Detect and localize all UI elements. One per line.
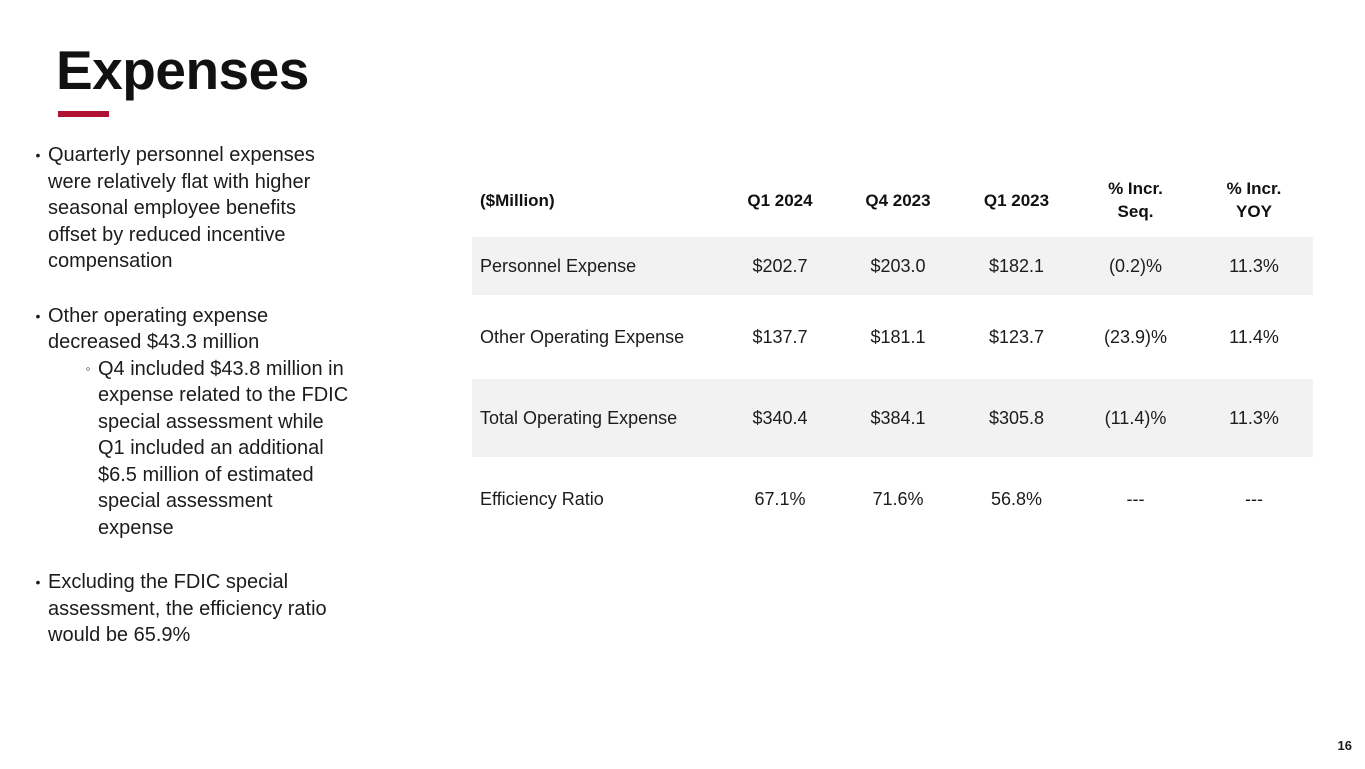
cell-q1-2024: $340.4 bbox=[752, 407, 808, 428]
header-cell-q1-2024: Q1 2024 bbox=[747, 191, 813, 210]
bullet-text: Excluding the FDIC special assessment, t… bbox=[48, 571, 327, 646]
cell-incr-seq: (23.9)% bbox=[1103, 326, 1168, 347]
cell-q1-2023: $182.1 bbox=[988, 255, 1045, 276]
bullet-item-personnel-expenses: • Quarterly personnel expenses were rela… bbox=[28, 142, 400, 275]
header-cell-incr-seq-label: % Incr. Seq. bbox=[1108, 179, 1163, 221]
cell-incr-yoy: 11.4% bbox=[1229, 326, 1279, 347]
bullet-item-other-operating-expense: • Other operating expense decreased $43.… bbox=[28, 303, 400, 356]
bullet-text: Other operating expense decreased $43.3 … bbox=[48, 304, 269, 354]
bullet-list: • Quarterly personnel expenses were rela… bbox=[28, 142, 400, 677]
header-cell-q4-2023: Q4 2023 bbox=[865, 191, 931, 210]
cell-incr-seq: (0.2)% bbox=[1108, 255, 1162, 276]
table-row-personnel-expense: Personnel Expense $202.7 $203.0 $182.1 (… bbox=[472, 237, 1313, 295]
cell-q1-2024: $202.7 bbox=[752, 255, 808, 276]
bullet-icon: • bbox=[35, 147, 41, 163]
cell-q1-2023: $123.7 bbox=[988, 326, 1045, 347]
header-cell-q1-2023: Q1 2023 bbox=[983, 191, 1050, 210]
cell-q4-2023: $181.1 bbox=[870, 326, 926, 347]
cell-incr-yoy: --- bbox=[1245, 488, 1263, 509]
cell-q4-2023: $384.1 bbox=[870, 407, 926, 428]
row-label: Total Operating Expense bbox=[480, 407, 678, 428]
page-title: Expenses bbox=[56, 39, 309, 101]
title-accent-bar bbox=[58, 111, 109, 117]
sub-bullet-icon: ◦ bbox=[85, 360, 91, 376]
header-cell-incr-yoy: % Incr. YOY bbox=[1195, 165, 1313, 237]
expense-table-container: ($Million) Q1 2024 Q4 2023 Q1 2023 % Inc… bbox=[472, 165, 1313, 541]
page-number: 16 bbox=[1337, 738, 1352, 753]
cell-incr-yoy: 11.3% bbox=[1229, 255, 1279, 276]
bullet-icon: • bbox=[35, 574, 41, 590]
table-row-efficiency-ratio: Efficiency Ratio 67.1% 71.6% 56.8% --- -… bbox=[472, 457, 1313, 541]
bullet-text: Quarterly personnel expenses were relati… bbox=[48, 144, 315, 272]
table-row-total-operating-expense: Total Operating Expense $340.4 $384.1 $3… bbox=[472, 379, 1313, 457]
bullet-item-efficiency-ratio-note: • Excluding the FDIC special assessment,… bbox=[28, 569, 400, 649]
row-label: Other Operating Expense bbox=[480, 326, 685, 347]
bullet-icon: • bbox=[35, 307, 41, 324]
header-cell-unit: ($Million) bbox=[480, 191, 555, 210]
cell-q4-2023: $203.0 bbox=[870, 255, 926, 276]
cell-incr-seq: (11.4)% bbox=[1104, 407, 1167, 428]
header-cell-incr-seq: % Incr. Seq. bbox=[1076, 165, 1195, 237]
table-row-other-operating-expense: Other Operating Expense $137.7 $181.1 $1… bbox=[472, 295, 1313, 379]
table-header-row: ($Million) Q1 2024 Q4 2023 Q1 2023 % Inc… bbox=[472, 165, 1313, 237]
cell-q1-2024: 67.1% bbox=[754, 488, 806, 509]
cell-incr-seq: --- bbox=[1126, 488, 1145, 509]
expense-table: ($Million) Q1 2024 Q4 2023 Q1 2023 % Inc… bbox=[472, 165, 1313, 541]
sub-bullet-text: Q4 included $43.8 million in expense rel… bbox=[98, 357, 349, 539]
cell-q1-2023: $305.8 bbox=[988, 407, 1045, 428]
row-label: Personnel Expense bbox=[480, 255, 637, 276]
cell-q1-2023: 56.8% bbox=[990, 488, 1043, 509]
header-cell-incr-yoy-label: % Incr. YOY bbox=[1226, 179, 1282, 221]
row-label: Efficiency Ratio bbox=[480, 488, 604, 509]
sub-bullet-item-fdic-assessment: ◦ Q4 included $43.8 million in expense r… bbox=[78, 356, 400, 542]
cell-q4-2023: 71.6% bbox=[872, 488, 924, 509]
cell-q1-2024: $137.7 bbox=[752, 326, 808, 347]
cell-incr-yoy: 11.3% bbox=[1229, 407, 1279, 428]
